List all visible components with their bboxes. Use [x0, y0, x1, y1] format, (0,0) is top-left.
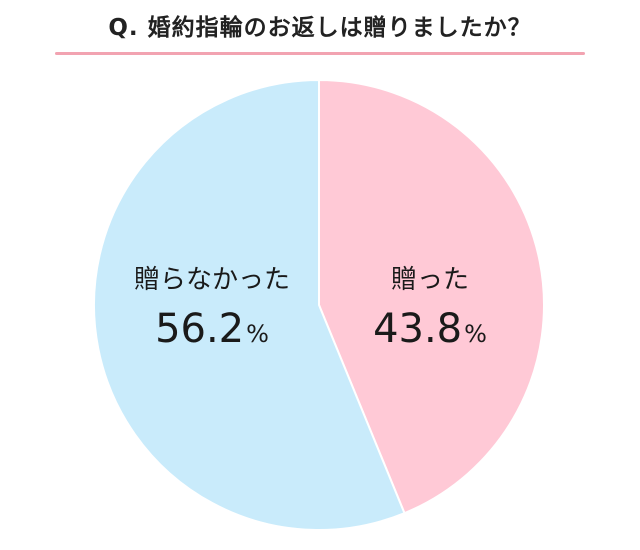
slice-label-0: 贈った [391, 265, 469, 295]
slice-value-unit-0: % [464, 320, 487, 348]
slice-value-0: 43.8% [373, 306, 487, 352]
slice-value-number-0: 43.8 [373, 306, 462, 352]
slice-value-1: 56.2% [155, 306, 269, 352]
pie-slice-0 [318, 78, 545, 515]
chart-title: Q. 婚約指輪のお返しは贈りましたか？ [108, 15, 532, 41]
slice-value-unit-1: % [246, 320, 269, 348]
pie-slice-1 [93, 78, 406, 531]
title-underline [55, 52, 585, 55]
slice-label-1: 贈らなかった [134, 265, 290, 295]
slice-value-number-1: 56.2 [155, 306, 244, 352]
